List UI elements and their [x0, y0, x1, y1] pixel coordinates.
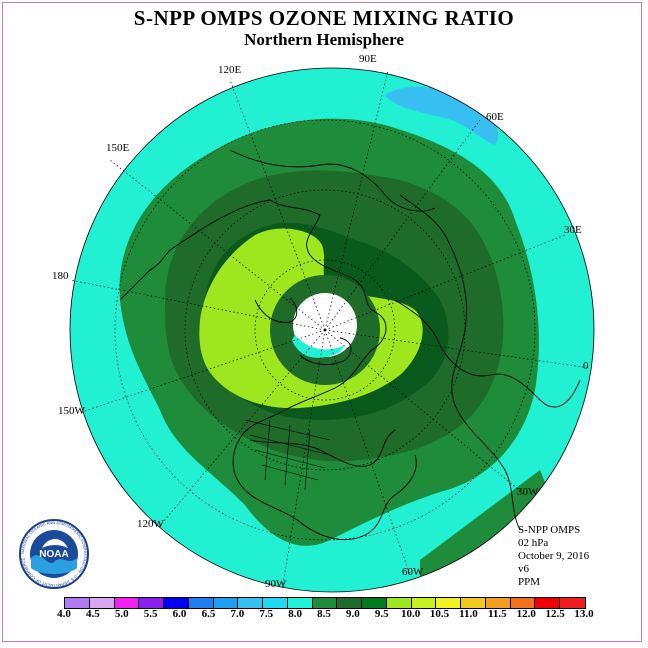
lon-label-150e: 150E	[106, 142, 130, 154]
coast-arctic-island	[254, 297, 298, 323]
lon-label-30w: 30W	[517, 486, 539, 498]
product-info: S-NPP OMPS 02 hPa October 9, 2016 v6 PPM	[518, 524, 589, 589]
colorbar-tick-label: 12.0	[516, 608, 536, 620]
info-instrument: S-NPP OMPS	[518, 524, 581, 536]
colorbar-swatch	[510, 598, 536, 608]
lon-label-120e: 120E	[218, 64, 242, 76]
lon-label-90w: 90W	[265, 578, 287, 590]
colorbar-tick-label: 11.0	[459, 608, 478, 620]
chart-subtitle: Northern Hemisphere	[244, 30, 404, 49]
meridian-60w	[324, 329, 411, 576]
latitude-circle-50	[184, 189, 466, 471]
meridian-0	[324, 329, 591, 369]
colorbar-tick-label: 5.5	[143, 608, 158, 620]
colorbar-tick-label: 6.0	[172, 608, 187, 620]
graticule	[69, 69, 591, 591]
colorbar-swatch	[89, 598, 115, 608]
colorbar-swatch	[436, 598, 461, 608]
lon-label-150w: 150W	[58, 405, 85, 417]
colorbar-swatch	[386, 598, 412, 608]
colorbar-tick-label: 6.5	[201, 608, 216, 620]
colorbar-swatch	[411, 598, 437, 608]
lon-label-120w: 120W	[137, 518, 164, 530]
colorbar-swatch	[65, 598, 90, 608]
colorbar-swatch	[362, 598, 387, 608]
lon-label-180: 180	[52, 270, 69, 282]
coast-greenland	[299, 337, 352, 366]
page-frame	[2, 2, 642, 642]
ozone-contours	[70, 68, 594, 592]
polar-edge-cyan	[292, 335, 345, 358]
colorbar-tick-label: 13.0	[574, 608, 594, 620]
lon-label-30e: 30E	[564, 224, 582, 236]
info-date: October 9, 2016	[518, 550, 590, 562]
info-level: 02 hPa	[518, 537, 549, 549]
colorbar-swatch	[337, 598, 362, 608]
colorbar-swatch	[263, 598, 288, 608]
lon-label-60w: 60W	[402, 566, 424, 578]
us-state-lines	[244, 419, 331, 491]
colorbar-tick-label: 8.0	[288, 608, 302, 620]
info-units: PPM	[518, 576, 541, 588]
meridian-30w	[324, 329, 526, 496]
lon-label-90e: 90E	[359, 53, 377, 65]
noaa-logo: NOAA NATIONAL OCEANIC AND ATMOSPHERIC AD…	[19, 519, 89, 589]
colorbar-tick-label: 9.0	[346, 608, 360, 620]
coast-europe	[394, 299, 581, 408]
polar-no-data	[293, 293, 357, 357]
colorbar-swatch	[461, 598, 486, 608]
colorbar	[64, 597, 586, 609]
colorbar-tick-label: 10.0	[401, 608, 421, 620]
coast-europe-africa	[399, 194, 521, 531]
colorbar-tick-label: 7.5	[259, 608, 274, 620]
colorbar-tick-label: 5.0	[114, 608, 129, 620]
colorbar-swatch	[560, 598, 585, 608]
lon-label-0: 0	[583, 360, 589, 372]
colorbar-swatch	[139, 598, 164, 608]
colorbar-swatch	[485, 598, 511, 608]
meridian-90e	[324, 69, 389, 331]
colorbar-swatch	[164, 598, 189, 608]
coastlines	[119, 149, 581, 541]
colorbar-ticks: 4.0 4.5 5.0 5.5 6.0 6.5 7.0 7.5 8.0 8.5 9.0 9.5 10.0…	[57, 608, 594, 622]
colorbar-swatch	[188, 598, 214, 608]
colorbar-tick-label: 12.5	[545, 608, 565, 620]
meridian-150w	[81, 329, 326, 413]
latitude-circle-30	[114, 119, 536, 541]
chart-title: S-NPP OMPS OZONE MIXING RATIO	[133, 6, 515, 30]
colorbar-tick-label: 8.5	[317, 608, 331, 620]
colorbar-tick-label: 9.5	[374, 608, 389, 620]
lon-label-60e: 60E	[486, 111, 504, 123]
latitude-circle-70	[254, 259, 396, 401]
colorbar-swatch	[114, 598, 140, 608]
colorbar-tick-label: 4.0	[57, 608, 71, 620]
colorbar-swatch	[312, 598, 338, 608]
colorbar-tick-label: 10.5	[429, 608, 450, 620]
us-state-borders	[244, 419, 331, 491]
colorbar-tick-label: 4.5	[86, 608, 100, 620]
colorbar-swatch	[238, 598, 263, 608]
colorbar-tick-label: 11.5	[488, 608, 507, 620]
logo-gull	[42, 539, 68, 548]
logo-text: NOAA	[39, 549, 68, 560]
meridian-30e	[324, 234, 566, 331]
meridian-120e	[229, 79, 326, 331]
colorbar-swatch	[535, 598, 560, 608]
colorbar-swatch	[213, 598, 239, 608]
meridian-150e	[109, 159, 326, 331]
info-version: v6	[518, 563, 529, 575]
colorbar-swatch	[287, 598, 313, 608]
logo-wave	[31, 555, 77, 574]
coast-asia	[229, 149, 436, 212]
map-border	[69, 67, 595, 593]
meridian-180	[69, 279, 326, 331]
colorbar-tick-label: 7.0	[230, 608, 245, 620]
